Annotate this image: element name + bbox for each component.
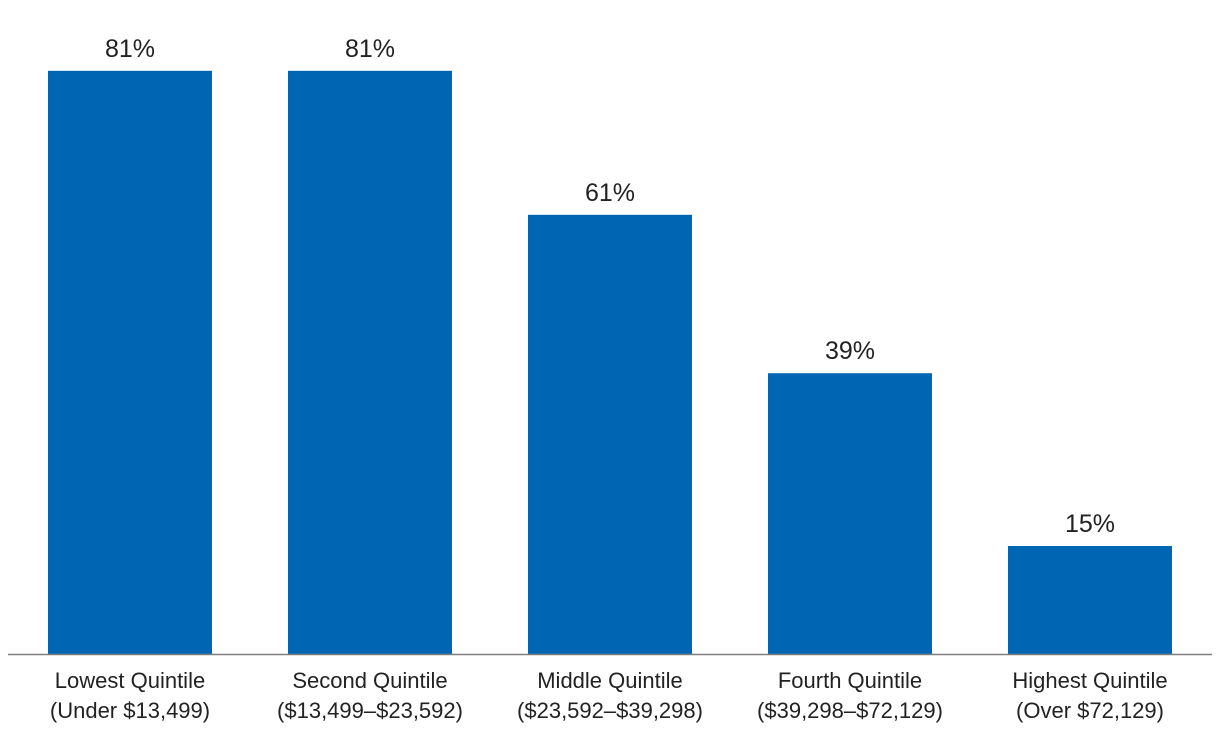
category-range-label: ($23,592–$39,298) <box>517 698 703 723</box>
bar <box>1008 546 1172 654</box>
category-range-label: ($39,298–$72,129) <box>757 698 943 723</box>
category-label: Fourth Quintile <box>778 668 922 693</box>
bars-group <box>48 70 1172 655</box>
category-range-label: ($13,499–$23,592) <box>277 698 463 723</box>
value-labels-group: 81% 81% 61% 39% 15% <box>105 35 1115 538</box>
category-labels-group: Lowest Quintile (Under $13,499) Second Qui… <box>50 668 1168 723</box>
bar <box>48 70 212 655</box>
bar-value-label: 39% <box>825 337 875 365</box>
bar <box>528 214 692 655</box>
category-range-label: (Over $72,129) <box>1016 698 1164 723</box>
bar-value-label: 61% <box>585 179 635 207</box>
category-label: Highest Quintile <box>1012 668 1167 693</box>
bar <box>288 70 452 655</box>
category-label: Second Quintile <box>292 668 447 693</box>
bar-value-label: 81% <box>345 35 395 63</box>
category-label: Lowest Quintile <box>55 668 205 693</box>
bar-value-label: 81% <box>105 35 155 63</box>
category-range-label: (Under $13,499) <box>50 698 210 723</box>
bar-value-label: 15% <box>1065 510 1115 538</box>
bar <box>768 373 932 654</box>
category-label: Middle Quintile <box>537 668 683 693</box>
